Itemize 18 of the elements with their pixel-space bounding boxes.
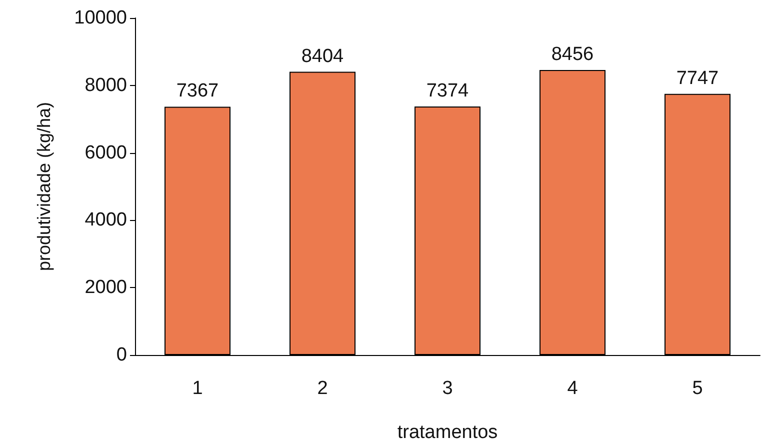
y-tick-label: 0: [116, 344, 127, 366]
x-axis-title: tratamentos: [397, 422, 498, 443]
y-tick-label: 6000: [84, 142, 127, 164]
y-tick-label: 2000: [84, 277, 127, 298]
x-tick-label: 5: [692, 378, 703, 399]
data-label: 8456: [551, 44, 594, 66]
x-tick-label: 2: [317, 378, 328, 399]
data-label: 7374: [426, 80, 470, 102]
x-tick-label: 3: [442, 378, 453, 399]
data-label: 7367: [176, 80, 219, 102]
y-tick-label: 4000: [84, 210, 127, 231]
x-tick-label: 4: [567, 378, 578, 399]
y-tick-label: 10000: [74, 8, 127, 28]
y-tick-label: 8000: [84, 74, 127, 96]
data-label: 7747: [676, 68, 719, 89]
data-label: 8404: [301, 46, 344, 67]
y-axis-title: produtividade (kg/ha): [34, 102, 54, 272]
x-tick-label: 1: [192, 378, 203, 399]
